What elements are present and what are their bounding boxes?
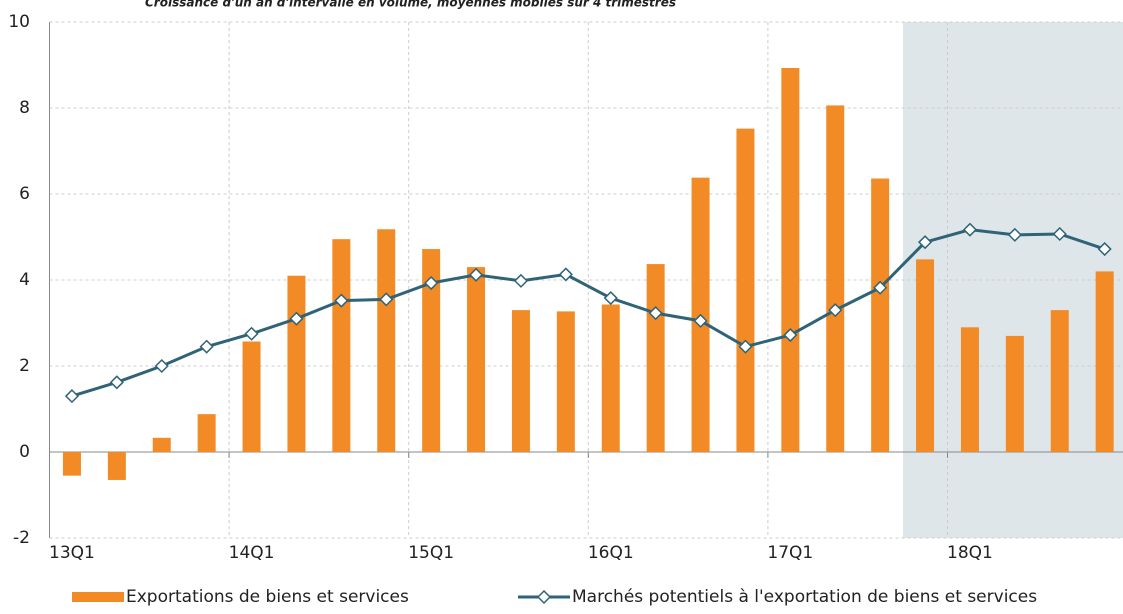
bar: [736, 128, 755, 452]
marker: [468, 267, 484, 282]
marker: [738, 339, 753, 354]
bar: [916, 259, 935, 452]
marker: [513, 273, 529, 288]
marker: [109, 375, 124, 390]
bar: [826, 105, 845, 453]
marker: [828, 303, 843, 318]
marker: [783, 327, 798, 343]
bar: [107, 452, 126, 480]
legend-marker: [536, 589, 552, 605]
x-tick-label: 16Q1: [588, 543, 634, 563]
bar: [871, 178, 890, 452]
legend-label: Exportations de biens et services: [126, 587, 409, 607]
y-tick-label: 2: [19, 356, 30, 376]
bar: [511, 310, 530, 452]
marker: [244, 326, 259, 341]
y-tick-label: 8: [19, 98, 30, 118]
bar: [332, 239, 351, 452]
marker: [962, 222, 978, 237]
bar: [422, 249, 441, 452]
y-tick-label: 6: [19, 184, 30, 204]
bar: [1005, 335, 1024, 452]
x-tick-label: 13Q1: [49, 543, 95, 563]
marker: [64, 389, 80, 404]
marker: [917, 235, 933, 250]
bar: [152, 437, 171, 452]
bar: [1050, 310, 1069, 452]
marker: [334, 293, 349, 308]
bar: [287, 275, 306, 452]
x-tick-label: 14Q1: [229, 543, 275, 563]
bar: [197, 414, 216, 452]
marker: [1052, 226, 1067, 242]
bar: [62, 452, 81, 476]
bar: [960, 327, 979, 452]
bar: [556, 311, 575, 452]
marker: [558, 267, 573, 282]
bar: [242, 341, 261, 452]
marker: [379, 292, 394, 307]
y-tick-label: 4: [19, 270, 30, 290]
bar: [646, 264, 665, 452]
marker: [289, 311, 304, 326]
y-tick-label: 10: [8, 12, 30, 32]
marker: [603, 290, 618, 306]
x-tick-label: 17Q1: [767, 543, 813, 563]
marker: [199, 339, 214, 354]
x-tick-label: 18Q1: [947, 543, 993, 563]
marker: [693, 313, 708, 328]
x-tick-label: 15Q1: [408, 543, 454, 563]
marker: [1097, 241, 1112, 257]
chart-subtitle: Croissance d'un an d'intervalle en volum…: [145, 0, 676, 10]
marker: [648, 306, 663, 321]
line: [71, 228, 1106, 398]
y-tick-label: 0: [19, 442, 30, 462]
marker: [1007, 227, 1022, 242]
y-tick-label: -2: [13, 528, 30, 548]
marker: [424, 275, 439, 291]
bar: [377, 229, 396, 452]
bar: [601, 304, 620, 452]
marker: [873, 280, 888, 295]
marker: [154, 358, 169, 374]
bar: [781, 68, 800, 452]
bar: [467, 267, 486, 452]
bar: [1095, 271, 1114, 452]
legend-label: Marchés potentiels à l'exportation de bi…: [572, 587, 1037, 607]
legend-swatch: [72, 592, 124, 602]
